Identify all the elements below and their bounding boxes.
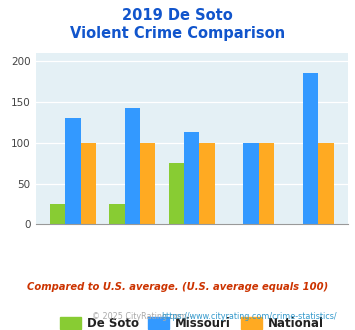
Bar bbox=[109, 204, 125, 224]
Bar bbox=[184, 132, 200, 224]
Text: https://www.cityrating.com/crime-statistics/: https://www.cityrating.com/crime-statist… bbox=[162, 312, 337, 321]
Legend: De Soto, Missouri, National: De Soto, Missouri, National bbox=[55, 313, 328, 330]
Bar bbox=[50, 204, 65, 224]
Text: Compared to U.S. average. (U.S. average equals 100): Compared to U.S. average. (U.S. average … bbox=[27, 282, 328, 292]
Bar bbox=[65, 118, 81, 224]
Bar bbox=[200, 143, 215, 224]
Bar bbox=[169, 163, 184, 224]
Bar bbox=[81, 143, 96, 224]
Text: Violent Crime Comparison: Violent Crime Comparison bbox=[70, 26, 285, 41]
Text: 2019 De Soto: 2019 De Soto bbox=[122, 8, 233, 23]
Bar bbox=[125, 108, 140, 224]
Bar bbox=[244, 143, 259, 224]
Bar bbox=[140, 143, 155, 224]
Bar bbox=[318, 143, 334, 224]
Bar bbox=[303, 73, 318, 224]
Text: © 2025 CityRating.com -: © 2025 CityRating.com - bbox=[92, 312, 195, 321]
Bar bbox=[259, 143, 274, 224]
